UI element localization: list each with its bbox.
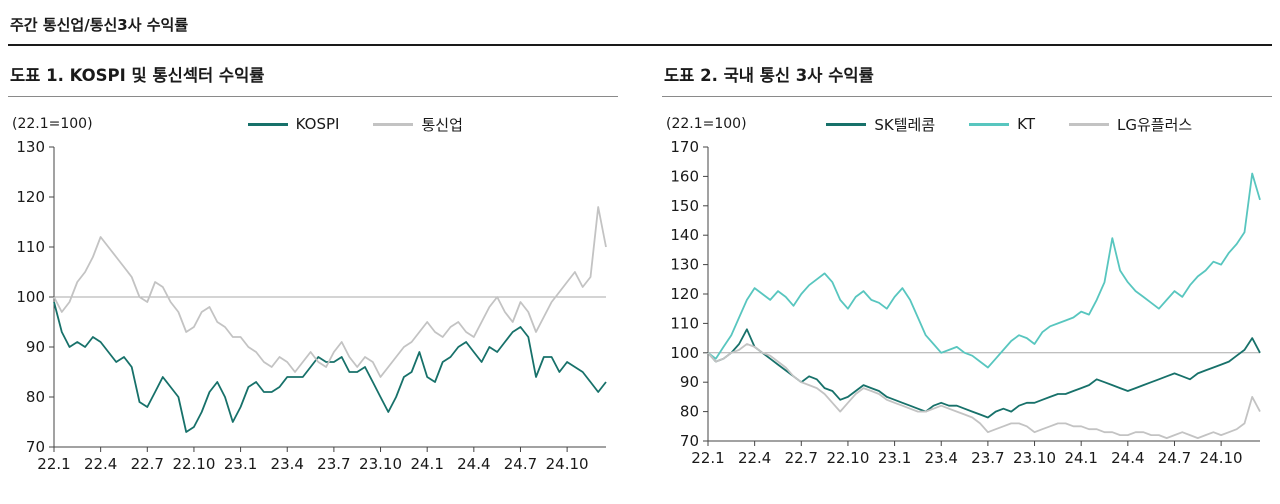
svg-text:80: 80 — [680, 403, 699, 421]
legend-swatch — [1068, 122, 1109, 126]
svg-text:22.7: 22.7 — [131, 455, 164, 473]
legend-swatch — [373, 122, 414, 126]
svg-text:24.7: 24.7 — [504, 455, 537, 473]
svg-text:24.1: 24.1 — [1064, 449, 1097, 467]
svg-text:80: 80 — [26, 388, 45, 406]
chart-1-column: 도표 1. KOSPI 및 통신섹터 수익률 (22.1=100) KOSPI 통… — [8, 56, 618, 485]
chart-2-meta: (22.1=100) SK텔레콤 KT LG유플러스 — [662, 113, 1272, 135]
svg-text:170: 170 — [670, 139, 699, 156]
svg-text:120: 120 — [670, 285, 699, 303]
chart-2-column: 도표 2. 국내 통신 3사 수익률 (22.1=100) SK텔레콤 KT LG유… — [662, 56, 1272, 485]
svg-text:22.7: 22.7 — [785, 449, 818, 467]
svg-text:23.4: 23.4 — [925, 449, 958, 467]
chart-2-title: 도표 2. 국내 통신 3사 수익률 — [662, 56, 1272, 97]
legend-swatch — [969, 122, 1010, 126]
svg-text:110: 110 — [670, 314, 699, 332]
svg-text:110: 110 — [16, 238, 45, 256]
svg-text:22.4: 22.4 — [738, 449, 771, 467]
legend-label: KOSPI — [295, 115, 340, 133]
svg-text:70: 70 — [680, 432, 699, 450]
legend-item: 통신업 — [373, 114, 463, 135]
svg-text:22.10: 22.10 — [172, 455, 215, 473]
chart-1-axis-note: (22.1=100) — [12, 116, 93, 132]
legend-label: 통신업 — [421, 115, 463, 134]
svg-text:23.4: 23.4 — [271, 455, 304, 473]
legend-label: KT — [1017, 115, 1035, 133]
svg-text:90: 90 — [26, 338, 45, 356]
svg-text:24.4: 24.4 — [1111, 449, 1144, 467]
svg-text:24.4: 24.4 — [457, 455, 490, 473]
legend-label: SK텔레콤 — [874, 115, 936, 134]
legend-item: KOSPI — [247, 115, 340, 133]
svg-text:160: 160 — [670, 167, 699, 185]
svg-text:23.7: 23.7 — [971, 449, 1004, 467]
legend-item: LG유플러스 — [1068, 114, 1193, 135]
svg-text:24.1: 24.1 — [410, 455, 443, 473]
svg-text:24.10: 24.10 — [1200, 449, 1243, 467]
charts-row: 도표 1. KOSPI 및 통신섹터 수익률 (22.1=100) KOSPI 통… — [8, 56, 1272, 485]
svg-text:90: 90 — [680, 373, 699, 391]
svg-text:140: 140 — [670, 226, 699, 244]
svg-text:24.7: 24.7 — [1158, 449, 1191, 467]
svg-text:150: 150 — [670, 197, 699, 215]
svg-text:22.1: 22.1 — [691, 449, 724, 467]
svg-text:22.10: 22.10 — [826, 449, 869, 467]
svg-text:100: 100 — [670, 344, 699, 362]
svg-text:22.1: 22.1 — [37, 455, 70, 473]
kospi-telecom-sector-chart: 70 80 90 100 110 120 130 22.1 22.4 22.7 22.10 23.1 2… — [8, 138, 618, 485]
svg-text:24.10: 24.10 — [546, 455, 589, 473]
chart-1-title: 도표 1. KOSPI 및 통신섹터 수익률 — [8, 56, 618, 97]
svg-text:130: 130 — [670, 256, 699, 274]
chart-2-legend: SK텔레콤 KT LG유플러스 — [747, 114, 1272, 135]
svg-text:23.10: 23.10 — [1013, 449, 1056, 467]
legend-item: SK텔레콤 — [826, 114, 935, 135]
svg-text:23.1: 23.1 — [878, 449, 911, 467]
chart-2-axis-note: (22.1=100) — [666, 116, 747, 132]
chart-1-legend: KOSPI 통신업 — [93, 114, 618, 135]
svg-text:23.7: 23.7 — [317, 455, 350, 473]
report-page: 주간 통신업/통신3사 수익률 도표 1. KOSPI 및 통신섹터 수익률 (… — [8, 10, 1272, 485]
svg-text:100: 100 — [16, 288, 45, 306]
svg-text:23.1: 23.1 — [224, 455, 257, 473]
svg-text:23.10: 23.10 — [359, 455, 402, 473]
telecom-3-companies-chart: 70 80 90 100 110 120 130 140 150 160 170 22.1 22.4 22… — [662, 138, 1272, 479]
svg-text:22.4: 22.4 — [84, 455, 117, 473]
legend-item: KT — [969, 115, 1035, 133]
svg-text:70: 70 — [26, 438, 45, 456]
chart-1-meta: (22.1=100) KOSPI 통신업 — [8, 113, 618, 135]
legend-swatch — [826, 122, 867, 126]
legend-label: LG유플러스 — [1116, 115, 1193, 134]
report-header-title: 주간 통신업/통신3사 수익률 — [8, 10, 1272, 46]
svg-text:120: 120 — [16, 188, 45, 206]
svg-text:130: 130 — [16, 139, 45, 156]
legend-swatch — [247, 122, 288, 126]
